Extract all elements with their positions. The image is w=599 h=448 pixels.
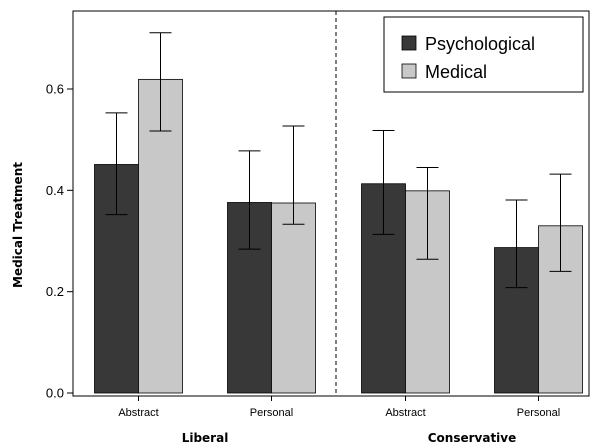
- x-tick-label-0: Abstract: [118, 407, 158, 419]
- error-bar-medical-1: [282, 125, 305, 225]
- error-bar-psychological-2: [372, 130, 395, 235]
- error-bar-psychological-3: [505, 199, 528, 289]
- y-tick-label-1: 0.2: [46, 284, 64, 299]
- legend-label-psychological: Psychological: [425, 34, 535, 54]
- y-tick-label-3: 0.6: [46, 82, 64, 97]
- y-tick-label-0: 0.0: [46, 386, 64, 401]
- error-bar-medical-2: [416, 167, 439, 260]
- y-axis: 0.0 0.2 0.4 0.6: [46, 82, 73, 401]
- group-label-conservative: Conservative: [428, 431, 517, 445]
- legend: Psychological Medical: [383, 16, 584, 93]
- bars-layer: [94, 78, 583, 394]
- bar-medical-1: [271, 202, 316, 394]
- error-bar-psychological-0: [105, 112, 128, 216]
- legend-box: [383, 16, 584, 93]
- group-label-liberal: Liberal: [182, 431, 229, 445]
- error-bar-psychological-1: [238, 150, 261, 250]
- plot-frame: [72, 10, 590, 397]
- error-bar-medical-0: [149, 32, 172, 132]
- bar-medical-0: [138, 78, 183, 394]
- x-axis: Abstract Personal Abstract Personal Liberal C…: [118, 396, 560, 445]
- legend-label-medical: Medical: [425, 62, 487, 82]
- legend-swatch-medical: [401, 63, 417, 79]
- x-tick-label-3: Personal: [517, 407, 560, 419]
- error-bars-layer: [105, 32, 572, 289]
- error-bar-medical-3: [549, 173, 572, 272]
- y-tick-label-2: 0.4: [46, 183, 64, 198]
- legend-swatch-psychological: [401, 35, 417, 51]
- x-tick-label-2: Abstract: [385, 407, 425, 419]
- x-tick-label-1: Personal: [250, 407, 293, 419]
- y-axis-label: Medical Treatment: [11, 162, 25, 288]
